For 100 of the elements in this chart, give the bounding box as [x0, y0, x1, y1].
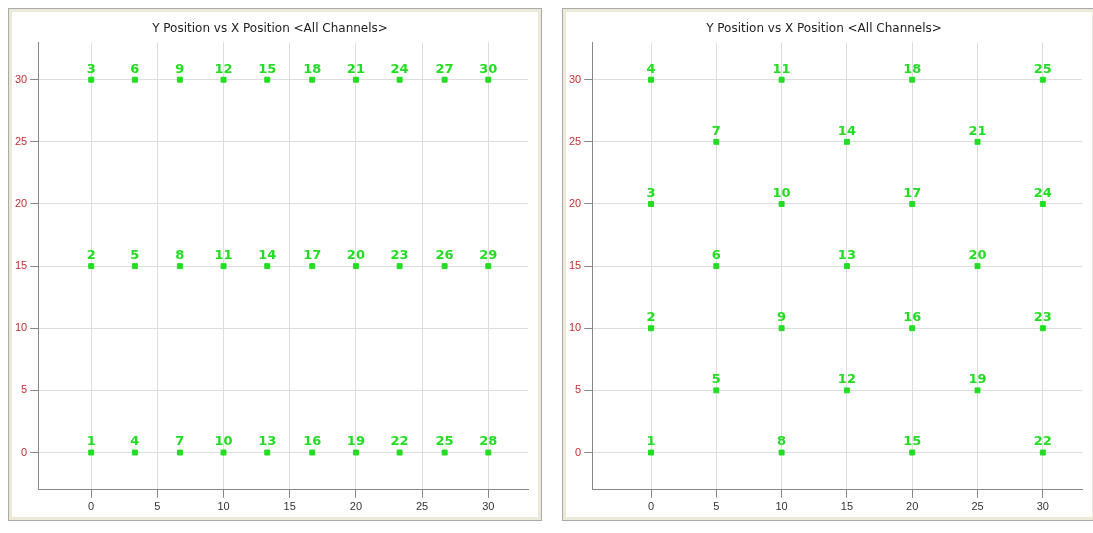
x-tick-label: 10 — [217, 500, 230, 513]
annotation: 4 — [130, 433, 140, 449]
x-tick-label: 15 — [840, 500, 854, 513]
annotation: 8 — [175, 246, 185, 262]
point — [88, 449, 95, 456]
y-tick-label: 30 — [568, 72, 582, 85]
x-tick-label: 5 — [154, 500, 161, 513]
y-tick-label: 0 — [21, 445, 28, 458]
annotation: 19 — [968, 371, 987, 387]
annotation: 13 — [258, 433, 277, 449]
point — [1039, 449, 1046, 456]
annotation: 19 — [346, 433, 365, 449]
point — [396, 449, 403, 456]
y-tick-label: 10 — [14, 321, 28, 334]
point — [909, 76, 916, 83]
chart-title: Y Position vs X Position <All Channels> — [151, 21, 388, 36]
point — [176, 76, 183, 83]
annotation: 7 — [711, 122, 721, 138]
x-tick-label: 10 — [775, 500, 788, 513]
y-tick-label: 25 — [14, 134, 28, 147]
x-tick-label: 25 — [415, 500, 429, 513]
annotation: 6 — [130, 60, 140, 76]
annotation: 23 — [390, 246, 409, 262]
annotation: 1 — [646, 433, 656, 449]
annotation: 22 — [1033, 433, 1052, 449]
point — [264, 76, 271, 83]
annotation: 26 — [435, 246, 454, 262]
y-tick-label: 5 — [575, 383, 582, 396]
point — [441, 263, 448, 270]
point — [441, 76, 448, 83]
annotation: 27 — [435, 60, 454, 76]
chart-title: Y Position vs X Position <All Channels> — [705, 21, 942, 36]
annotation: 28 — [479, 433, 498, 449]
annotation: 25 — [1033, 60, 1052, 76]
annotation: 21 — [968, 122, 987, 138]
point — [713, 263, 720, 270]
annotation: 11 — [772, 60, 791, 76]
annotation: 2 — [646, 309, 656, 325]
annotation: 5 — [711, 371, 721, 387]
annotation: 3 — [86, 60, 96, 76]
point — [485, 76, 492, 83]
x-tick-label: 30 — [1036, 500, 1049, 513]
y-tick-label: 20 — [568, 196, 582, 209]
point — [176, 449, 183, 456]
x-tick-label: 0 — [88, 500, 95, 513]
x-tick-label: 25 — [971, 500, 984, 513]
point — [843, 387, 850, 394]
annotation: 9 — [175, 60, 185, 76]
annotation: 23 — [1033, 309, 1052, 325]
point — [176, 263, 183, 270]
point — [974, 263, 981, 270]
y-tick-label: 30 — [14, 72, 28, 85]
point — [264, 449, 271, 456]
annotation: 14 — [837, 122, 856, 138]
annotation: 2 — [86, 246, 96, 262]
point — [648, 200, 654, 207]
point — [88, 263, 95, 270]
annotation: 10 — [214, 433, 233, 449]
point — [909, 449, 916, 456]
point — [974, 387, 981, 394]
x-tick-label: 30 — [482, 500, 495, 513]
point — [352, 76, 359, 83]
point — [713, 387, 720, 394]
annotation: 4 — [646, 60, 656, 76]
point — [131, 76, 138, 83]
point — [778, 325, 785, 332]
annotation: 21 — [346, 60, 365, 76]
y-tick-label: 15 — [568, 259, 582, 272]
point — [909, 325, 916, 332]
point — [309, 263, 316, 270]
annotation: 1 — [86, 433, 96, 449]
x-tick-label: 20 — [906, 500, 919, 513]
x-tick-label: 5 — [713, 500, 720, 513]
annotation: 25 — [435, 433, 454, 449]
point — [1039, 325, 1046, 332]
annotation: 20 — [346, 246, 365, 262]
annotation: 7 — [175, 433, 185, 449]
y-tick-label: 15 — [14, 259, 28, 272]
point — [396, 76, 403, 83]
annotation: 8 — [777, 433, 787, 449]
point — [220, 263, 227, 270]
annotation: 20 — [968, 246, 987, 262]
point — [778, 449, 785, 456]
point — [713, 138, 720, 145]
point — [485, 263, 492, 270]
y-tick-label: 0 — [575, 445, 582, 458]
annotation: 17 — [303, 246, 322, 262]
annotation: 15 — [903, 433, 922, 449]
point — [648, 325, 654, 332]
x-tick-label: 0 — [647, 500, 655, 513]
annotation: 24 — [1033, 184, 1052, 200]
annotation: 12 — [214, 60, 233, 76]
annotation: 24 — [390, 60, 409, 76]
point — [220, 449, 227, 456]
y-tick-label: 5 — [21, 383, 28, 396]
point — [352, 263, 359, 270]
y-tick-label: 10 — [568, 321, 582, 334]
annotation: 3 — [646, 184, 656, 200]
point — [843, 263, 850, 270]
point — [352, 449, 359, 456]
